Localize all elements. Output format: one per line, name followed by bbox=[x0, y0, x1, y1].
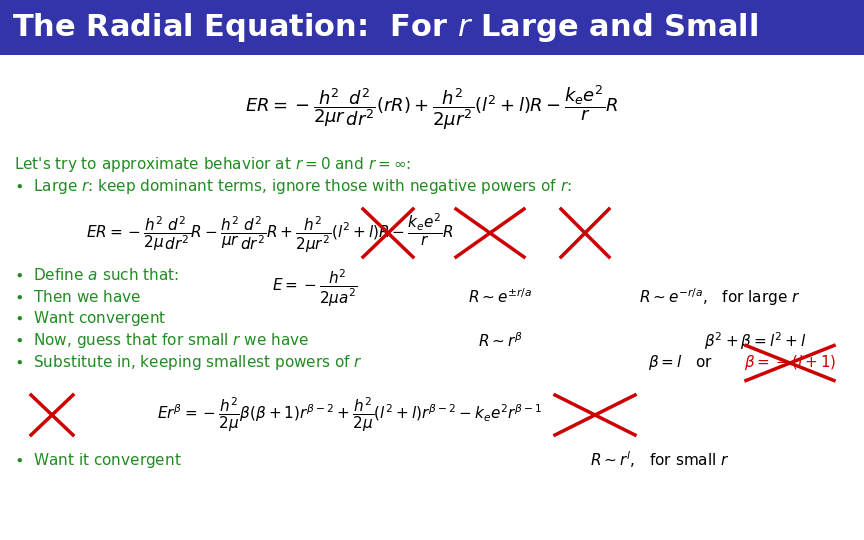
Text: $\bullet$  Now, guess that for small $r$ we have: $\bullet$ Now, guess that for small $r$ … bbox=[14, 332, 309, 350]
Text: $Er^{\beta} = -\dfrac{h^2}{2\mu}\beta(\beta+1)r^{\beta-2}+\dfrac{h^2}{2\mu}(l^2+: $Er^{\beta} = -\dfrac{h^2}{2\mu}\beta(\b… bbox=[157, 396, 543, 434]
Text: $\bullet$  Then we have: $\bullet$ Then we have bbox=[14, 289, 142, 305]
Text: $R \sim r^{l}$,   for small $r$: $R \sim r^{l}$, for small $r$ bbox=[590, 450, 730, 470]
Text: $\beta = l$   or: $\beta = l$ or bbox=[647, 354, 713, 373]
Text: $\bullet$  Want it convergent: $\bullet$ Want it convergent bbox=[14, 450, 181, 469]
Text: $ER = -\dfrac{h^2}{2\mu}\dfrac{d^2}{dr^2}R - \dfrac{h^2}{\mu r}\dfrac{d^2}{dr^2}: $ER = -\dfrac{h^2}{2\mu}\dfrac{d^2}{dr^2… bbox=[86, 211, 454, 255]
Text: $R \sim e^{-r/a}$,   for large $r$: $R \sim e^{-r/a}$, for large $r$ bbox=[639, 286, 801, 308]
Text: $\beta = -(l+1)$: $\beta = -(l+1)$ bbox=[744, 354, 836, 373]
Text: Let's try to approximate behavior at $r = 0$ and $r = \infty$:: Let's try to approximate behavior at $r … bbox=[14, 156, 411, 174]
Text: $E = -\dfrac{h^2}{2\mu a^2}$: $E = -\dfrac{h^2}{2\mu a^2}$ bbox=[272, 267, 358, 308]
Text: $R \sim e^{\pm r/a}$: $R \sim e^{\pm r/a}$ bbox=[468, 288, 532, 306]
Text: $\beta^2 + \beta = l^2 + l$: $\beta^2 + \beta = l^2 + l$ bbox=[703, 330, 806, 352]
Text: $\bullet$  Substitute in, keeping smallest powers of $r$: $\bullet$ Substitute in, keeping smalles… bbox=[14, 354, 363, 373]
Text: $R \sim r^{\beta}$: $R \sim r^{\beta}$ bbox=[478, 332, 523, 350]
Text: $\bullet$  Large $r$: keep dominant terms, ignore those with negative powers of : $\bullet$ Large $r$: keep dominant terms… bbox=[14, 177, 572, 195]
Text: $\bullet$  Define $a$ such that:: $\bullet$ Define $a$ such that: bbox=[14, 267, 179, 283]
Bar bbox=[0, 0, 864, 55]
Text: $\bullet$  Want convergent: $\bullet$ Want convergent bbox=[14, 309, 167, 328]
Text: The Radial Equation:  For $r$ Large and Small: The Radial Equation: For $r$ Large and S… bbox=[12, 10, 758, 44]
Text: $ER = -\dfrac{h^2}{2\mu r}\dfrac{d^2}{dr^2}(rR)+\dfrac{h^2}{2\mu r^2}(l^2+l)R-\d: $ER = -\dfrac{h^2}{2\mu r}\dfrac{d^2}{dr… bbox=[245, 84, 619, 132]
